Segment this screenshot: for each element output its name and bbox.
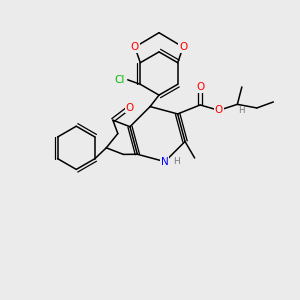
Text: O: O [179, 42, 187, 52]
Text: H: H [173, 157, 180, 166]
Text: O: O [214, 105, 223, 115]
Text: O: O [131, 42, 139, 52]
Text: H: H [238, 106, 244, 116]
Text: N: N [161, 157, 169, 166]
Text: Cl: Cl [114, 75, 124, 85]
Text: O: O [196, 82, 204, 92]
Text: O: O [125, 103, 134, 112]
